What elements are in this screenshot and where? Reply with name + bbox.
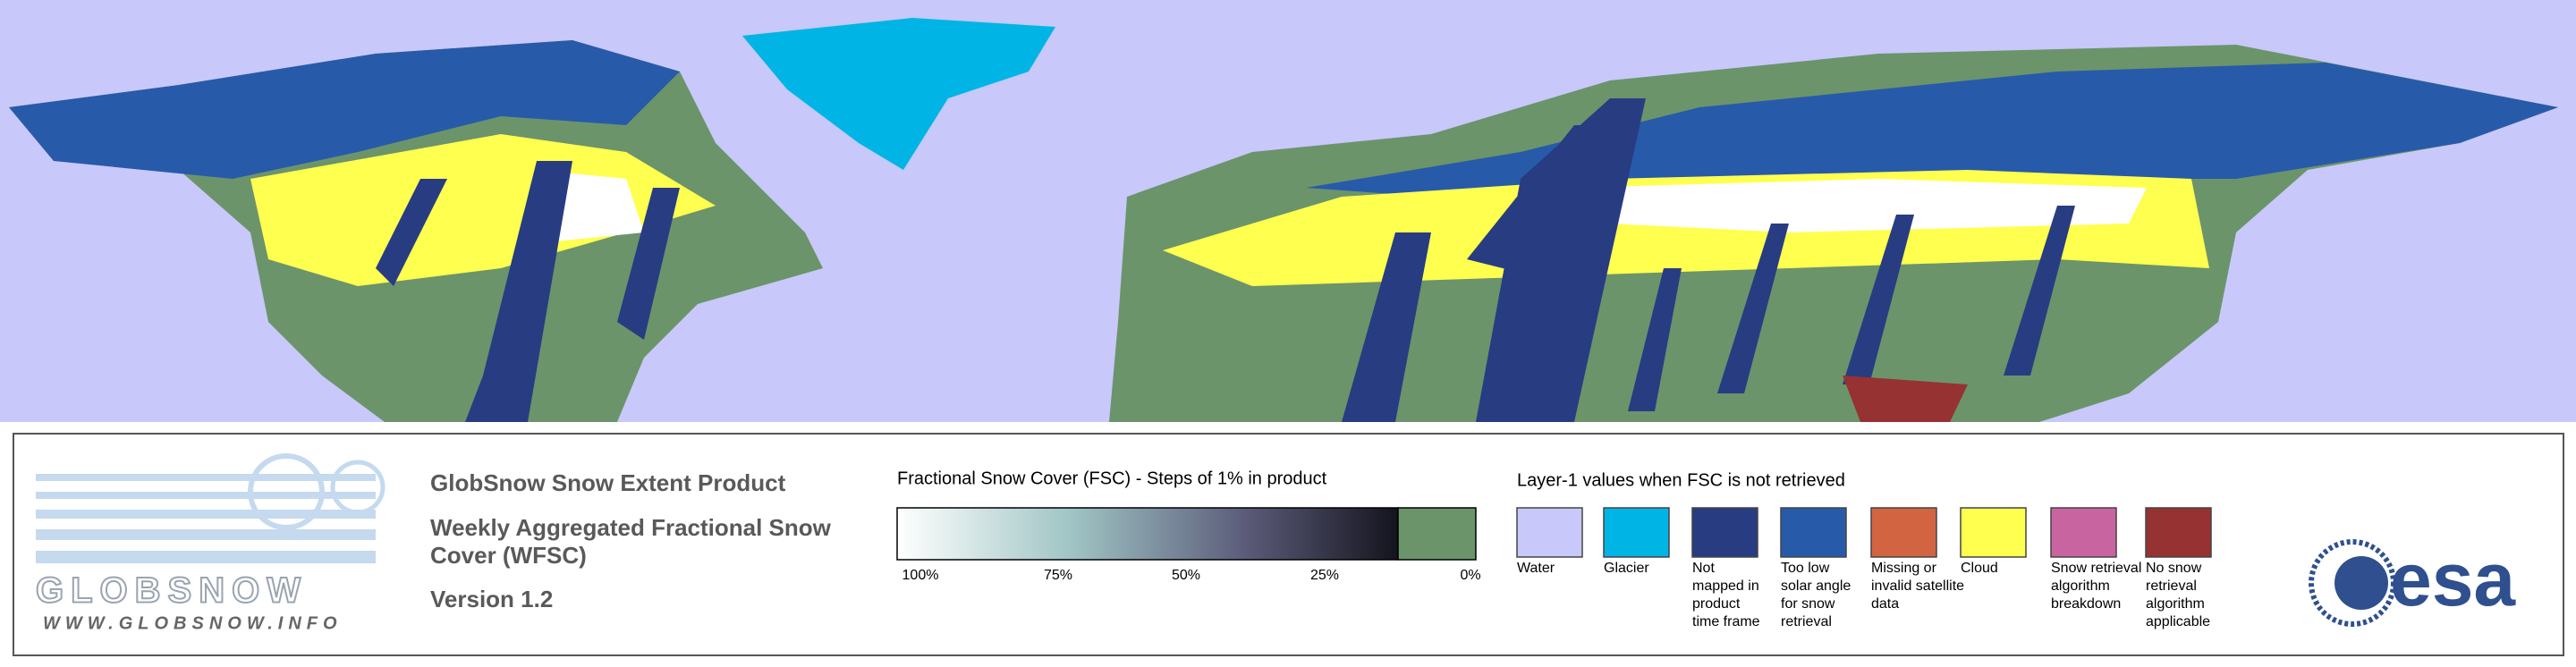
- layer1-label: data: [1871, 596, 1899, 612]
- layer1-label: No snow: [2146, 561, 2202, 576]
- layer1-label: Water: [1517, 561, 1555, 576]
- layer1-label: Cloud: [1961, 561, 1998, 576]
- layer1-label: Snow retrieval: [2051, 561, 2141, 576]
- layer1-label: Too low: [1781, 561, 1830, 576]
- layer1-swatch: [1516, 507, 1583, 558]
- logo-name: GLOBSNOW: [36, 571, 308, 611]
- colorbar-tick-label: 50%: [1172, 568, 1200, 583]
- layer1-label: retrieval: [2146, 578, 2197, 594]
- layer1-swatch: [1691, 507, 1758, 558]
- layer1-label: Missing or: [1871, 561, 1937, 576]
- layer1-label: solar angle: [1781, 578, 1851, 594]
- layer1-label: algorithm: [2051, 578, 2110, 594]
- layer1-label: invalid satellite: [1871, 578, 1964, 594]
- layer1-swatch: [1960, 507, 2027, 558]
- globsnow-logo: GLOBSNOW WWW.GLOBSNOW.INFO: [35, 453, 386, 633]
- layer1-swatch: [2050, 507, 2117, 558]
- layer1-label: Glacier: [1604, 561, 1649, 576]
- layer1-label: mapped in: [1692, 578, 1759, 594]
- colorbar-tick-label: 75%: [1044, 568, 1072, 583]
- colorbar-tick-label: 25%: [1310, 568, 1339, 583]
- layer1-swatch: [2145, 507, 2212, 558]
- layer1-label: Not: [1692, 561, 1715, 576]
- layer1-label: for snow: [1781, 596, 1835, 612]
- layer1-title: Layer-1 values when FSC is not retrieved: [1517, 470, 1845, 490]
- colorbar-title: Fractional Snow Cover (FSC) - Steps of 1…: [897, 469, 1327, 488]
- layer1-label: retrieval: [1781, 614, 1832, 629]
- layer1-swatch: [1870, 507, 1937, 558]
- map: [0, 0, 2576, 422]
- layer1-swatch: [1780, 507, 1847, 558]
- layer1-label: product: [1692, 596, 1741, 612]
- product-subtitle: Weekly Aggregated Fractional Snow: [430, 514, 832, 541]
- layer1-label: breakdown: [2051, 596, 2121, 612]
- logo-url: WWW.GLOBSNOW.INFO: [43, 613, 343, 633]
- colorbar-tick-label: 100%: [902, 568, 939, 583]
- product-subtitle: Cover (WFSC): [430, 542, 587, 569]
- colorbar-gradient: [896, 507, 1399, 561]
- product-version: Version 1.2: [430, 586, 553, 612]
- esa-name: esa: [2390, 537, 2516, 621]
- layer1-label: algorithm: [2146, 596, 2205, 612]
- layer1-label: time frame: [1692, 614, 1760, 629]
- colorbar-zero: [1397, 507, 1477, 561]
- product-title: GlobSnow Snow Extent Product: [430, 469, 786, 496]
- colorbar-tick-label: 0%: [1460, 568, 1480, 583]
- esa-logo: esa: [2309, 537, 2516, 627]
- layer1-label: applicable: [2146, 614, 2210, 629]
- layer1-swatch: [1603, 507, 1670, 558]
